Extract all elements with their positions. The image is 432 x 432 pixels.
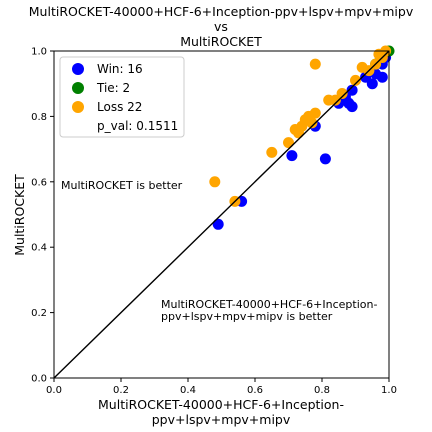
legend-label-loss: Loss 22 — [97, 100, 142, 114]
point-series-2-2 — [266, 146, 278, 158]
annotation-proposed-better-line-1: MultiROCKET-40000+HCF-6+Inception- — [161, 298, 377, 311]
point-series-0-0 — [212, 218, 224, 230]
x-tick-label-1: 0.2 — [113, 385, 129, 396]
legend-marker-tie — [72, 82, 84, 94]
plot-frame — [53, 50, 390, 379]
point-series-0-8 — [346, 101, 358, 113]
x-axis-label-line-2: ppv+lspv+mpv+mipv — [152, 412, 291, 427]
y-tick-label-5: 1.0 — [31, 47, 47, 58]
diagonal-reference-line — [53, 50, 390, 379]
y-tick-label-0: 0.0 — [31, 374, 47, 385]
point-series-0-9 — [346, 84, 358, 96]
legend-marker-loss — [72, 101, 84, 113]
y-tick-label-3: 0.6 — [31, 177, 47, 188]
y-tick-label-2: 0.4 — [31, 243, 47, 254]
x-tick-label-4: 0.8 — [314, 385, 330, 396]
chart-title: MultiROCKET-40000+HCF-6+Inception-ppv+ls… — [29, 4, 414, 49]
point-series-0-11 — [366, 78, 378, 90]
point-series-0-4 — [319, 153, 331, 165]
legend-label-tie: Tie: 2 — [96, 81, 130, 95]
x-tick-label-0: 0.0 — [46, 385, 62, 396]
point-series-2-10 — [309, 107, 321, 119]
legend: Win: 16 Tie: 2 Loss 22 p_val: 0.1511 — [59, 56, 185, 138]
x-tick-label-3: 0.6 — [247, 385, 263, 396]
x-axis-label-line-1: MultiROCKET-40000+HCF-6+Inception- — [98, 397, 344, 412]
point-series-2-15 — [350, 74, 361, 86]
point-series-2-11 — [309, 58, 321, 70]
point-series-0-2 — [286, 150, 298, 162]
chart-title-line-1: MultiROCKET-40000+HCF-6+Inception-ppv+ls… — [29, 4, 414, 19]
point-series-2-3 — [283, 137, 294, 149]
point-series-2-14 — [336, 88, 348, 99]
y-tick-label-4: 0.8 — [31, 112, 47, 123]
annotation-multirocket-better: MultiROCKET is better — [61, 179, 183, 192]
chart-title-line-2: vs — [214, 19, 228, 34]
legend-marker-win — [72, 63, 84, 75]
point-series-2-0 — [209, 176, 221, 188]
point-series-2-9 — [306, 117, 318, 129]
point-series-2-13 — [329, 94, 341, 106]
point-series-0-13 — [376, 71, 388, 83]
x-tick-label-2: 0.4 — [180, 385, 196, 396]
y-tick-label-1: 0.2 — [31, 308, 47, 319]
x-axis-label: MultiROCKET-40000+HCF-6+Inception- ppv+l… — [98, 397, 344, 427]
annotation-proposed-better-line-2: ppv+lspv+mpv+mipv is better — [161, 310, 333, 323]
chart-title-line-3: MultiROCKET — [180, 34, 262, 49]
x-tick-label-5: 1.0 — [381, 385, 397, 396]
legend-p-value: p_val: 0.1511 — [97, 119, 178, 133]
y-axis-label: MultiROCKET — [12, 174, 27, 256]
legend-label-win: Win: 16 — [97, 62, 143, 76]
legend-frame — [59, 56, 185, 138]
axis-ticks: 0.0 0.2 0.4 0.6 0.8 1.0 0.0 0.2 0.4 0.6 0.8 1.0 — [31, 47, 397, 397]
